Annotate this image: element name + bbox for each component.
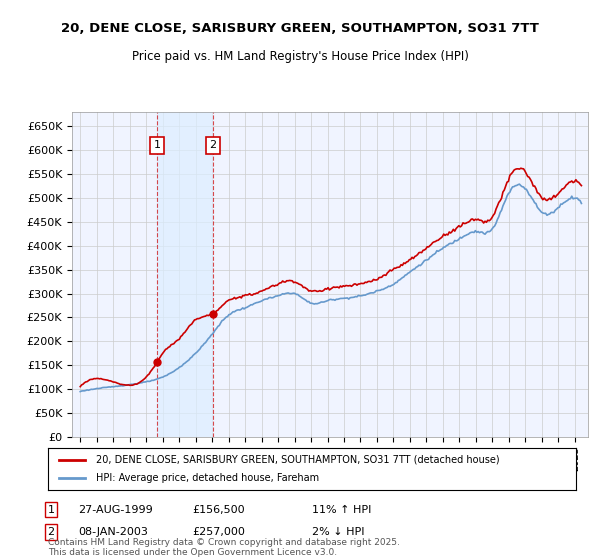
Text: 20, DENE CLOSE, SARISBURY GREEN, SOUTHAMPTON, SO31 7TT: 20, DENE CLOSE, SARISBURY GREEN, SOUTHAM… [61, 22, 539, 35]
Text: 2: 2 [47, 527, 55, 537]
Text: 20, DENE CLOSE, SARISBURY GREEN, SOUTHAMPTON, SO31 7TT (detached house): 20, DENE CLOSE, SARISBURY GREEN, SOUTHAM… [95, 455, 499, 465]
Text: 1: 1 [154, 141, 160, 151]
Text: 11% ↑ HPI: 11% ↑ HPI [312, 505, 371, 515]
Text: 1: 1 [47, 505, 55, 515]
Text: 2% ↓ HPI: 2% ↓ HPI [312, 527, 365, 537]
Text: HPI: Average price, detached house, Fareham: HPI: Average price, detached house, Fare… [95, 473, 319, 483]
Text: Price paid vs. HM Land Registry's House Price Index (HPI): Price paid vs. HM Land Registry's House … [131, 50, 469, 63]
Text: Contains HM Land Registry data © Crown copyright and database right 2025.
This d: Contains HM Land Registry data © Crown c… [48, 538, 400, 557]
Bar [157, 112, 212, 437]
Text: 08-JAN-2003: 08-JAN-2003 [78, 527, 148, 537]
Text: £156,500: £156,500 [192, 505, 245, 515]
Text: 2: 2 [209, 141, 216, 151]
Text: 27-AUG-1999: 27-AUG-1999 [78, 505, 153, 515]
Text: £257,000: £257,000 [192, 527, 245, 537]
